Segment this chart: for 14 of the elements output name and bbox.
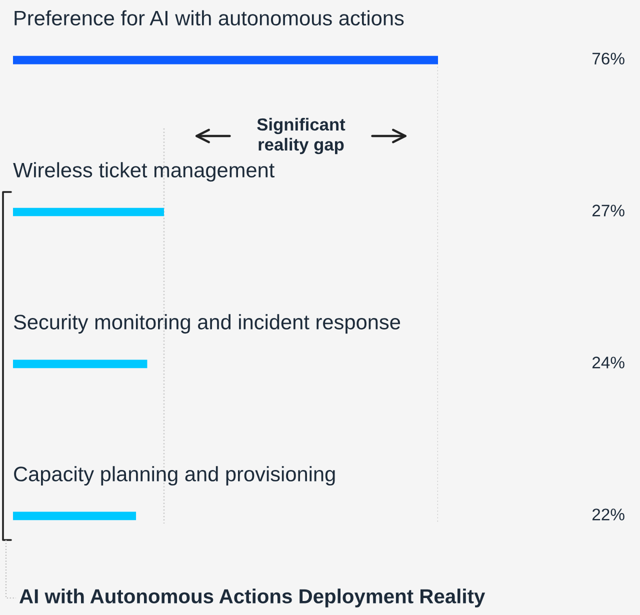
data-label: 27% <box>592 204 624 216</box>
data-label: 76% <box>592 52 624 64</box>
y-tick-label: Capacity planning and provisioning <box>14 466 335 486</box>
y-tick-label: Security monitoring and incident response <box>14 314 400 334</box>
annotation: Significant reality gap <box>257 118 346 154</box>
data-label: 22% <box>592 508 624 520</box>
bar <box>13 360 148 368</box>
text: AI with Autonomous Actions Deployment Reality <box>20 588 486 608</box>
bar <box>13 512 136 520</box>
bar <box>13 56 438 64</box>
y-tick-label: Wireless ticket management <box>13 162 275 182</box>
y-tick-label: Preference for AI with autonomous actions <box>14 10 404 26</box>
bar <box>13 208 164 216</box>
data-label: 24% <box>592 356 624 368</box>
